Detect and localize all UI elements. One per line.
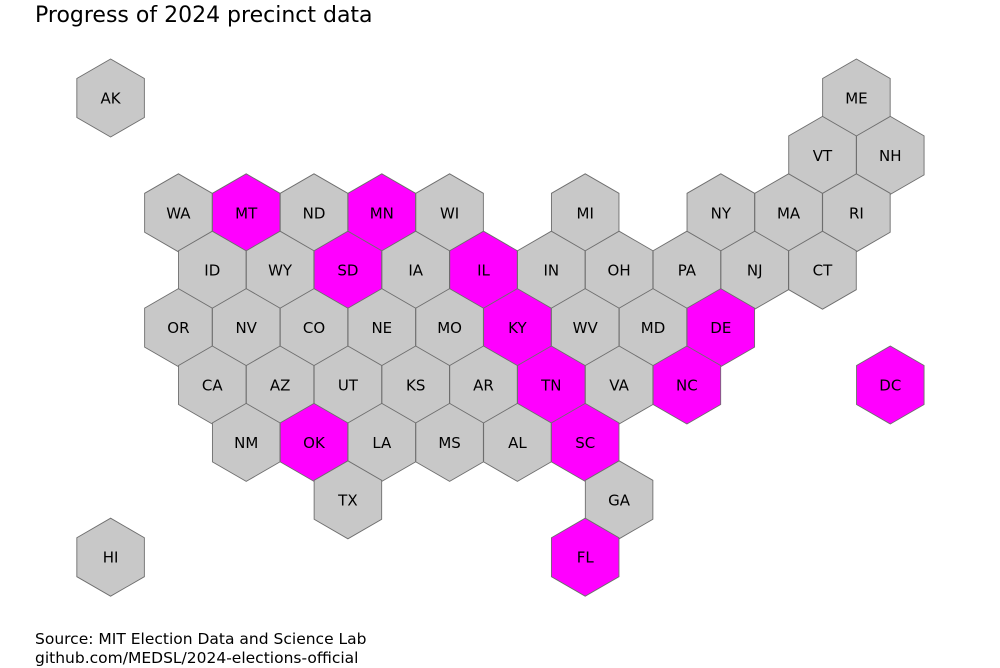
- state-label: CO: [303, 319, 325, 337]
- state-tile-nv: NV: [211, 288, 281, 368]
- state-tile-hi: HI: [76, 517, 145, 597]
- state-label: NM: [234, 434, 258, 452]
- source-url: github.com/MEDSL/2024-elections-official: [35, 649, 359, 667]
- state-tile-vt: VT: [788, 115, 857, 195]
- state-tile-ct: CT: [788, 230, 857, 310]
- state-tile-la: LA: [347, 402, 417, 482]
- state-tile-ak: AK: [76, 58, 145, 138]
- state-label: TX: [337, 491, 357, 509]
- state-tile-tn: TN: [517, 345, 586, 425]
- state-label: PA: [678, 262, 697, 280]
- state-tile-ks: KS: [381, 345, 450, 425]
- state-tile-ar: AR: [449, 345, 518, 425]
- state-tile-ma: MA: [754, 173, 823, 253]
- state-tile-sc: SC: [550, 402, 620, 482]
- state-tile-pa: PA: [652, 230, 722, 310]
- state-label: OR: [167, 319, 189, 337]
- state-label: MT: [235, 204, 258, 222]
- state-label: RI: [849, 204, 864, 222]
- state-label: VT: [813, 147, 833, 165]
- state-label: IL: [477, 262, 490, 280]
- state-label: NY: [711, 204, 732, 222]
- state-label: FL: [577, 549, 595, 567]
- state-tile-ut: UT: [313, 345, 383, 425]
- state-label: CT: [813, 262, 833, 280]
- state-tile-ky: KY: [483, 288, 552, 368]
- state-label: DC: [879, 377, 901, 395]
- state-tile-ok: OK: [279, 402, 349, 482]
- state-label: AR: [473, 377, 494, 395]
- state-tile-wa: WA: [144, 173, 213, 253]
- state-label: WY: [268, 262, 293, 280]
- state-label: MD: [641, 319, 666, 337]
- state-tile-wi: WI: [415, 173, 484, 253]
- state-label: AZ: [270, 377, 291, 395]
- source-line: Source: MIT Election Data and Science La…: [35, 630, 367, 648]
- state-tile-al: AL: [483, 402, 552, 482]
- state-label: NH: [879, 147, 902, 165]
- state-label: KS: [406, 377, 425, 395]
- state-label: ND: [303, 204, 326, 222]
- state-label: MO: [437, 319, 462, 337]
- state-label: MS: [438, 434, 460, 452]
- state-label: NV: [235, 319, 257, 337]
- state-label: HI: [103, 549, 119, 567]
- state-label: ID: [204, 262, 220, 280]
- state-label: SC: [575, 434, 595, 452]
- state-label: GA: [608, 491, 631, 509]
- state-label: CA: [202, 377, 223, 395]
- state-tile-mt: MT: [211, 173, 281, 253]
- state-tile-nj: NJ: [720, 230, 789, 310]
- state-label: MI: [577, 204, 594, 222]
- state-hex: [788, 230, 857, 310]
- state-hex: [550, 517, 620, 597]
- state-tile-oh: OH: [584, 230, 654, 310]
- state-label: TN: [540, 377, 561, 395]
- state-tile-tx: TX: [313, 460, 383, 540]
- state-label: WA: [166, 204, 191, 222]
- state-label: MA: [777, 204, 801, 222]
- state-label: MN: [370, 204, 394, 222]
- state-label: ME: [845, 90, 867, 108]
- state-label: NE: [371, 319, 392, 337]
- hex-tiles-layer: AK ME VT NH WA MT ND MN WI MI NY MA RI ID WY SD IA IL IN OH…: [76, 58, 925, 597]
- state-hex: [76, 58, 145, 138]
- state-tile-me: ME: [822, 58, 891, 138]
- state-label: OH: [608, 262, 631, 280]
- state-label: NC: [676, 377, 698, 395]
- state-tile-fl: FL: [550, 517, 620, 597]
- state-label: IA: [408, 262, 423, 280]
- state-label: DE: [710, 319, 731, 337]
- state-hex: [856, 345, 925, 425]
- state-tile-in: IN: [517, 230, 586, 310]
- state-tile-nm: NM: [211, 402, 281, 482]
- state-label: AL: [508, 434, 527, 452]
- state-tile-mi: MI: [550, 173, 620, 253]
- state-label: UT: [338, 377, 359, 395]
- state-hex: [652, 345, 722, 425]
- state-label: WV: [573, 319, 599, 337]
- state-label: AK: [101, 90, 122, 108]
- state-label: NJ: [747, 262, 763, 280]
- state-label: VA: [609, 377, 629, 395]
- state-label: SD: [337, 262, 358, 280]
- state-label: LA: [372, 434, 392, 452]
- state-label: OK: [303, 434, 326, 452]
- state-hex: [76, 517, 145, 597]
- state-tile-nc: NC: [652, 345, 722, 425]
- page-title: Progress of 2024 precinct data: [35, 3, 373, 28]
- state-label: KY: [508, 319, 527, 337]
- state-hex: [313, 460, 383, 540]
- state-label: IN: [543, 262, 559, 280]
- state-tile-dc: DC: [856, 345, 925, 425]
- state-label: WI: [440, 204, 459, 222]
- source-note: Source: MIT Election Data and Science La…: [35, 630, 367, 668]
